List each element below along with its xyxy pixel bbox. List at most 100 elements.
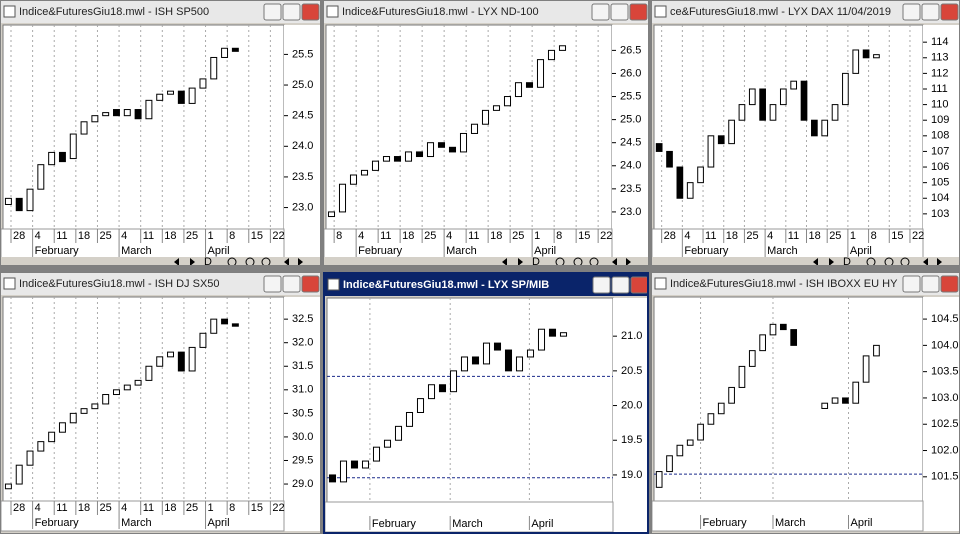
page-left[interactable] — [612, 258, 617, 266]
candle — [167, 351, 174, 358]
candle — [405, 411, 414, 427]
candle — [873, 344, 880, 357]
page-left[interactable] — [284, 258, 289, 266]
scroll-left[interactable] — [502, 258, 507, 266]
y-tick-label: 104.5 — [931, 313, 959, 325]
month-label: April — [534, 245, 556, 257]
button-max[interactable] — [921, 275, 940, 293]
page-left[interactable] — [923, 258, 928, 266]
candle — [210, 56, 218, 80]
candle — [145, 365, 153, 381]
button-close[interactable] — [629, 3, 648, 21]
zoom-button[interactable] — [589, 257, 599, 266]
zoom-button[interactable] — [884, 257, 894, 266]
scroll-right[interactable] — [829, 258, 834, 266]
candle — [666, 455, 673, 473]
scroll-left[interactable] — [813, 258, 818, 266]
candle — [328, 474, 337, 483]
candle — [438, 384, 447, 393]
candle — [759, 334, 766, 352]
button-max[interactable] — [921, 3, 940, 21]
zoom-button[interactable] — [573, 257, 583, 266]
toolbar-d[interactable]: D — [532, 256, 540, 266]
x-tick-label: 8 — [871, 230, 877, 242]
button-close[interactable] — [940, 3, 959, 21]
scroll-right[interactable] — [518, 258, 523, 266]
x-tick-label: 15 — [891, 230, 903, 242]
button-close[interactable] — [301, 275, 320, 293]
xaxis-area — [325, 501, 614, 532]
candle — [102, 394, 110, 405]
y-tick-label: 101.5 — [931, 471, 959, 483]
x-tick-label: 8 — [336, 230, 342, 242]
toolbar-d[interactable]: D — [204, 256, 212, 266]
x-tick-label: 8 — [229, 502, 235, 514]
x-tick-label: 22 — [272, 502, 284, 514]
zoom-button[interactable] — [261, 257, 271, 266]
plot-area — [325, 24, 613, 230]
button-max[interactable] — [282, 275, 301, 293]
y-tick-label: 108 — [931, 130, 949, 142]
y-tick-label: 110 — [931, 99, 949, 111]
button-min[interactable] — [263, 3, 282, 21]
candle — [717, 135, 725, 145]
candle — [514, 82, 523, 98]
button-min[interactable] — [592, 276, 611, 294]
toolbar — [1, 257, 320, 265]
candle — [697, 423, 704, 441]
button-min[interactable] — [591, 3, 610, 21]
x-tick-label: 11 — [143, 230, 154, 242]
candle — [748, 350, 756, 367]
x-tick-label: 11 — [56, 502, 67, 514]
x-tick-label: 22 — [600, 230, 612, 242]
zoom-button[interactable] — [900, 257, 910, 266]
button-min[interactable] — [263, 275, 282, 293]
button-close[interactable] — [940, 275, 959, 293]
button-min[interactable] — [902, 3, 921, 21]
candle — [350, 460, 359, 469]
candle — [759, 88, 766, 121]
toolbar-d[interactable]: D — [843, 256, 851, 266]
candle — [134, 109, 142, 120]
zoom-button[interactable] — [866, 257, 876, 266]
candle — [790, 329, 798, 346]
zoom-button[interactable] — [245, 257, 255, 266]
month-label: February — [372, 518, 417, 530]
button-min[interactable] — [902, 275, 921, 293]
zoom-button[interactable] — [227, 257, 237, 266]
y-tick-label: 103 — [931, 208, 949, 220]
candle — [537, 328, 546, 351]
chart-window: Indice&FuturesGiu18.mwl - ISH SP500 23.0 2… — [0, 0, 321, 266]
x-tick-label: 18 — [809, 230, 821, 242]
y-tick-label: 25.0 — [620, 114, 641, 126]
scroll-left[interactable] — [174, 258, 179, 266]
toolbar — [652, 257, 959, 265]
axis-area — [613, 298, 647, 532]
y-tick-label: 30.0 — [292, 431, 313, 443]
page-right[interactable] — [626, 258, 631, 266]
scroll-right[interactable] — [190, 258, 195, 266]
x-tick-label: 8 — [556, 230, 562, 242]
zoom-button[interactable] — [555, 257, 565, 266]
button-max[interactable] — [611, 276, 630, 294]
page-right[interactable] — [937, 258, 942, 266]
y-tick-label: 103.0 — [931, 392, 959, 404]
candle — [831, 397, 839, 404]
candle — [426, 142, 435, 158]
candle — [503, 96, 512, 107]
button-max[interactable] — [282, 3, 301, 21]
candle — [779, 88, 787, 106]
button-close[interactable] — [630, 276, 648, 294]
page-right[interactable] — [298, 258, 303, 266]
y-tick-label: 26.5 — [620, 44, 641, 56]
button-close[interactable] — [301, 3, 320, 21]
candle — [738, 365, 746, 388]
y-tick-label: 21.0 — [621, 330, 642, 342]
x-tick-label: 4 — [767, 230, 773, 242]
button-max[interactable] — [610, 3, 629, 21]
xaxis-area — [1, 500, 285, 532]
candle — [177, 351, 185, 372]
x-tick-label: 4 — [358, 230, 364, 242]
candle — [666, 150, 673, 168]
month-label: March — [446, 245, 477, 257]
